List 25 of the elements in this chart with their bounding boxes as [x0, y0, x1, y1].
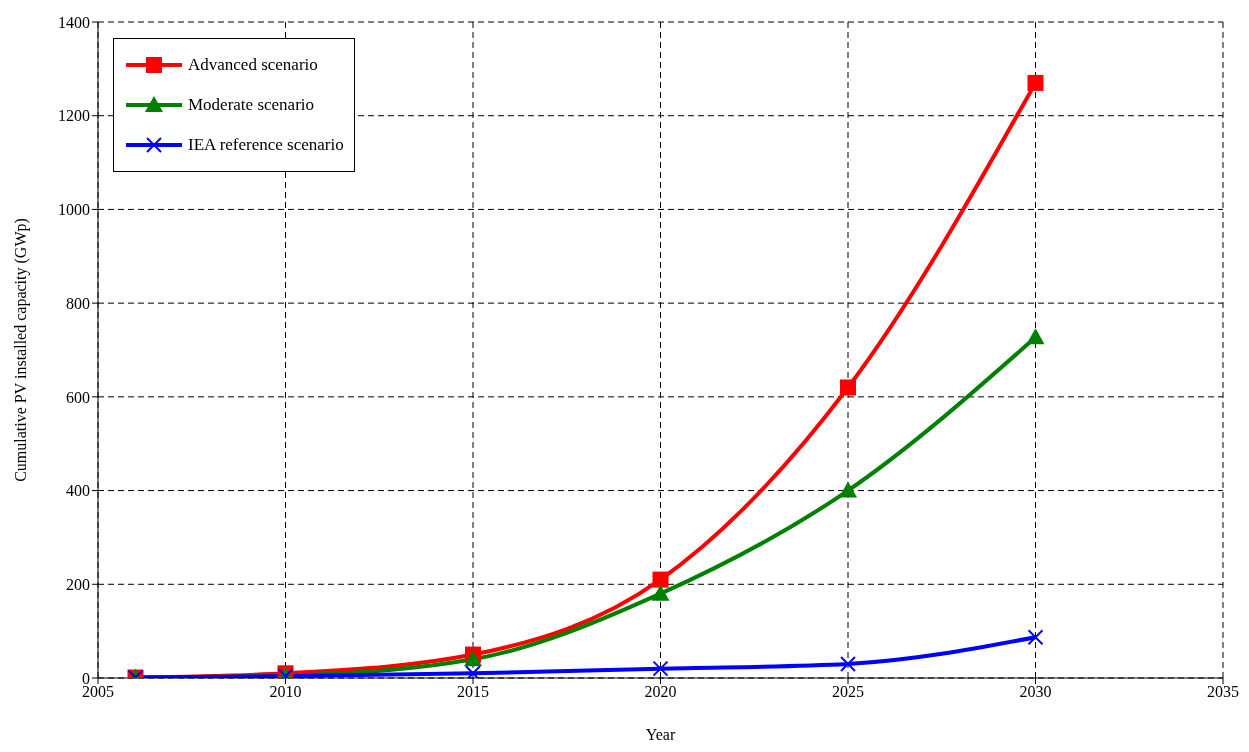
- y-tick-label: 600: [66, 388, 90, 406]
- y-tick-label: 800: [66, 294, 90, 312]
- x-tick-label: 2020: [644, 683, 677, 701]
- point: [651, 584, 670, 601]
- point: [840, 379, 856, 396]
- y-tick-label: 200: [66, 575, 90, 593]
- legend-label: Advanced scenario: [188, 55, 318, 75]
- point: [464, 650, 482, 667]
- x-tick-label: 2035: [1207, 683, 1239, 701]
- point: [1026, 328, 1045, 345]
- y-tick-label: 400: [66, 482, 90, 500]
- x-tick-label: 2025: [832, 683, 864, 701]
- point: [652, 571, 669, 588]
- x-tick-label: 2015: [457, 683, 489, 701]
- legend-label: Moderate scenario: [188, 95, 315, 115]
- point: [839, 481, 857, 498]
- y-axis-title: Cumulative PV installed capacity (GWp): [11, 218, 30, 482]
- point: [1027, 74, 1044, 91]
- x-axis-title: Year: [645, 726, 676, 743]
- y-tick-label: 1200: [58, 107, 90, 125]
- legend-label: IEA reference scenario: [188, 135, 344, 155]
- y-tick-label: 1000: [58, 201, 90, 219]
- y-tick-label: 1400: [58, 13, 90, 31]
- x-tick-label: 2010: [269, 683, 302, 701]
- x-tick-label: 2030: [1019, 683, 1052, 701]
